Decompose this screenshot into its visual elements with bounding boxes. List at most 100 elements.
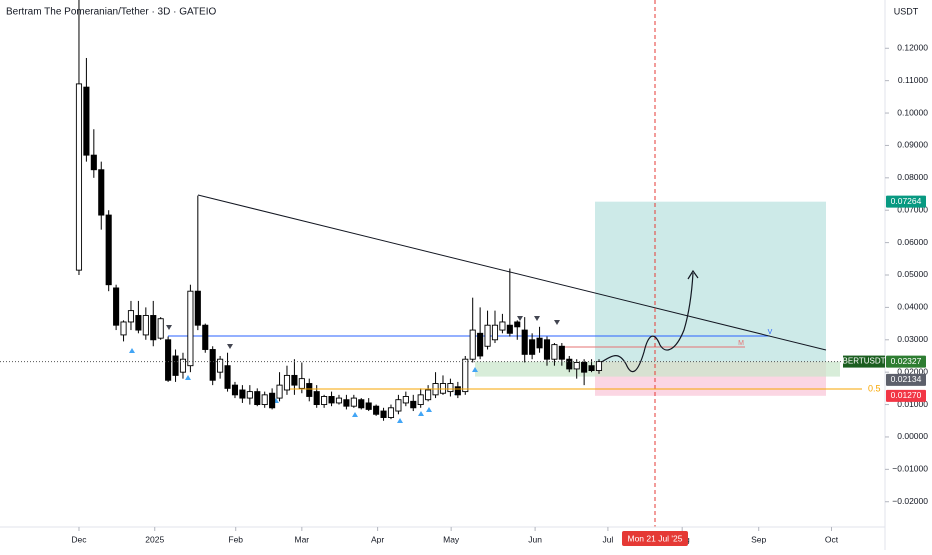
candle-body (387, 407, 395, 418)
candle-body (402, 396, 409, 404)
candle-body (551, 344, 558, 360)
symbol-box (843, 355, 885, 368)
last-price-label: 0.02327 (891, 356, 922, 366)
candle-body (410, 400, 417, 409)
candle-body (261, 394, 268, 406)
y-tick-label: 0.04000 (897, 302, 928, 312)
y-tick-label: 0.09000 (897, 140, 928, 150)
x-tick-label: Feb (228, 534, 243, 544)
target-price-label-box (886, 195, 926, 208)
y-axis-label: USDT (894, 6, 919, 16)
sell-marker (166, 316, 560, 349)
candle-body (328, 396, 335, 404)
candle-body (165, 339, 172, 381)
candle-body (246, 391, 253, 399)
candle-body (558, 345, 565, 360)
y-tick-label: 0.12000 (897, 43, 928, 53)
drawings: M V (129, 0, 840, 527)
candle-body (477, 332, 484, 357)
x-tick-label: Mar (295, 534, 310, 544)
candle-body (543, 339, 551, 360)
candle-body (187, 290, 194, 367)
y-tick-label: 0.08000 (897, 172, 928, 182)
x-tick-label: Oct (825, 534, 839, 544)
candle-body (529, 339, 536, 355)
candle-body (506, 324, 513, 334)
candle-body (135, 315, 142, 331)
cursor-date: Mon 21 Jul '25 (627, 533, 682, 543)
candle-body (595, 361, 603, 372)
candle-body (566, 358, 573, 370)
y-tick-label: −0.02000 (892, 496, 928, 506)
target-zone (595, 201, 826, 362)
x-tick-label: Dec (71, 534, 87, 544)
price-axis (885, 0, 932, 550)
candle-body (269, 392, 276, 409)
candle-body (217, 358, 224, 373)
y-tick-label: 0.06000 (897, 237, 928, 247)
entry-price-label: 0.02134 (891, 374, 922, 384)
candle-body (343, 399, 350, 407)
y-tick-label: −0.01000 (892, 464, 928, 474)
candle-body (120, 321, 127, 336)
candle-body (581, 362, 588, 373)
x-tick-label: Sep (751, 534, 766, 544)
y-tick-label: 0.11000 (898, 75, 928, 85)
candle-body (291, 374, 298, 386)
y-tick-label: 0.10000 (897, 107, 928, 117)
x-tick-label: Jun (528, 534, 542, 544)
candle-body (127, 310, 135, 323)
candle-body (439, 383, 447, 394)
x-tick-label: 2025 (145, 534, 164, 544)
candle-body (283, 374, 291, 391)
candle-body (417, 394, 424, 406)
candle-body (358, 399, 365, 409)
fib-label: 0.5 (868, 383, 881, 393)
candle-body (105, 214, 112, 286)
candle-body (573, 362, 580, 370)
y-tick-label: 0.02000 (897, 366, 928, 376)
candle-body (321, 396, 328, 406)
candle-body (98, 169, 105, 216)
candle-body (179, 358, 187, 373)
candle-body (469, 329, 476, 360)
candle-body (335, 397, 343, 404)
arrow-head (687, 269, 699, 280)
candle-body (150, 315, 157, 341)
x-tick-label: Apr (371, 534, 384, 544)
candle-body (484, 324, 491, 347)
entry-zone (475, 361, 840, 377)
last-price-label-box (886, 355, 926, 368)
candle-body (90, 154, 97, 171)
candle-body (231, 384, 239, 396)
candles (75, 0, 603, 421)
candle-body (499, 321, 506, 331)
candle-body (313, 391, 320, 406)
candle-body (142, 315, 149, 336)
candle-body (172, 355, 179, 376)
candle-body (113, 287, 120, 326)
x-tick-label: Jul (602, 534, 613, 544)
y-tick-label: 0.07000 (897, 204, 928, 214)
candle-body (239, 389, 246, 399)
candle-body (194, 290, 201, 326)
candle-body (254, 391, 261, 406)
entry-price-label-box (886, 373, 926, 386)
candle-body (536, 337, 543, 349)
candle-body (202, 324, 209, 350)
y-tick-label: 0.05000 (897, 269, 928, 279)
candle-body (157, 318, 164, 339)
candle-body (521, 329, 528, 355)
stop-price-label-box (886, 389, 926, 402)
candle-body (75, 83, 83, 271)
candle-body (447, 383, 454, 393)
candle-body (276, 384, 283, 399)
candle-body (514, 321, 521, 328)
candle-body (224, 365, 231, 389)
candle-body (350, 397, 357, 407)
y-tick-label: 0.00000 (897, 431, 928, 441)
candle-body (454, 386, 461, 396)
overlay (0, 361, 885, 390)
